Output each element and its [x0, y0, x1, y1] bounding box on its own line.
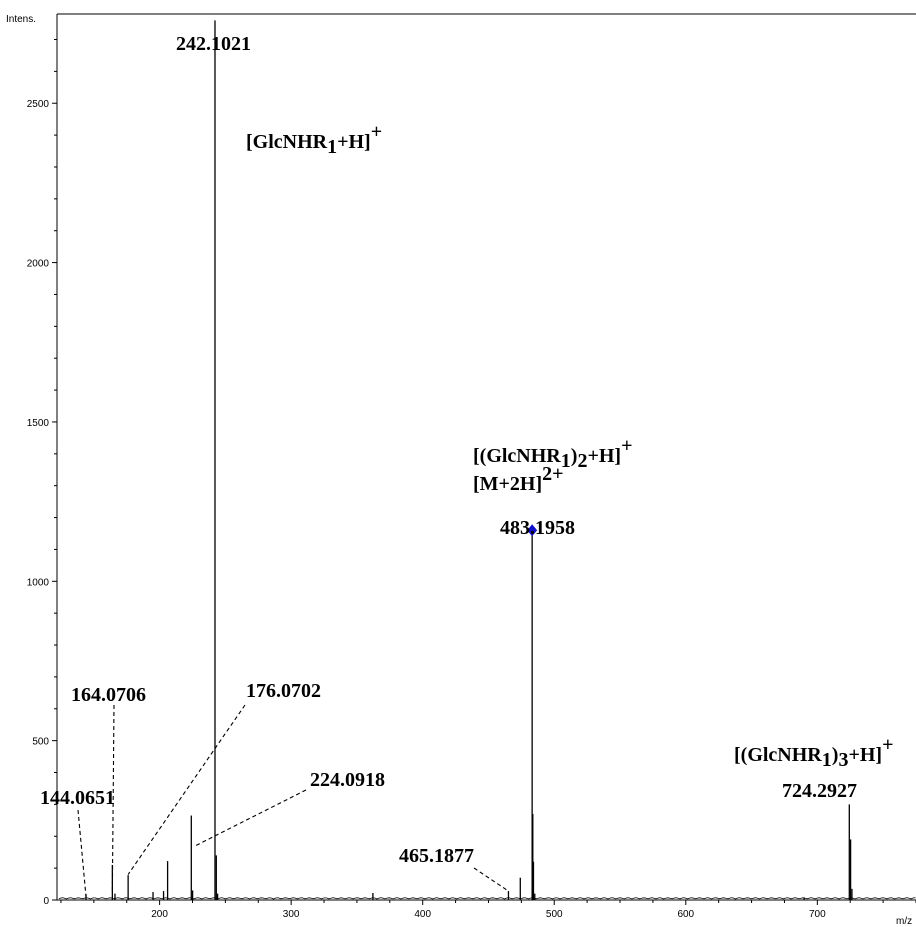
ion-annotation-483-dimer: [(GlcNHR1)2+H]+	[473, 435, 632, 472]
y-tick-label: 2000	[27, 259, 50, 270]
axes: 200 300 400 500 600 700 0 500 1000 1500 2000 2500	[27, 13, 916, 920]
x-tick-label: 400	[414, 909, 431, 920]
peak-label-224: 224.0918	[310, 769, 385, 791]
y-tick-label: 0	[43, 896, 49, 907]
y-tick-label: 1000	[27, 577, 50, 588]
peak-label-724: 724.2927	[782, 780, 857, 802]
leader-line	[473, 867, 509, 892]
baseline-trace	[58, 897, 916, 900]
leader-line	[77, 809, 87, 897]
peak-label-242: 242.1021	[176, 33, 251, 55]
y-tick-label: 1500	[27, 418, 50, 429]
ion-annotation-724: [(GlcNHR1)3+H]+	[734, 734, 893, 771]
leader-line	[127, 704, 246, 875]
leader-line	[195, 789, 307, 847]
peak-label-465: 465.1877	[399, 845, 474, 867]
peak-label-164: 164.0706	[71, 684, 146, 706]
x-tick-label: 200	[151, 909, 168, 920]
leader-line	[111, 704, 115, 894]
y-tick-label: 2500	[27, 99, 50, 110]
x-tick-label: 700	[809, 909, 826, 920]
x-axis-label: m/z	[896, 916, 912, 927]
x-tick-label: 300	[283, 909, 300, 920]
peak-label-144: 144.0651	[40, 787, 115, 809]
precursor-diamond-icon	[527, 524, 538, 537]
leader-lines	[77, 704, 509, 897]
peak-label-176: 176.0702	[246, 680, 321, 702]
x-tick-label: 500	[546, 909, 563, 920]
peak-label-483: 483.1958	[500, 517, 575, 539]
ion-annotation-242: [GlcNHR1+H]+	[246, 121, 382, 158]
precursor-marker	[527, 524, 538, 537]
ion-annotation-483-doubly-charged: [M+2H]2+	[473, 463, 564, 495]
y-tick-label: 500	[32, 737, 49, 748]
y-axis-label: Intens.	[6, 14, 36, 25]
spectrum-peaks	[58, 20, 916, 900]
x-tick-label: 600	[677, 909, 694, 920]
